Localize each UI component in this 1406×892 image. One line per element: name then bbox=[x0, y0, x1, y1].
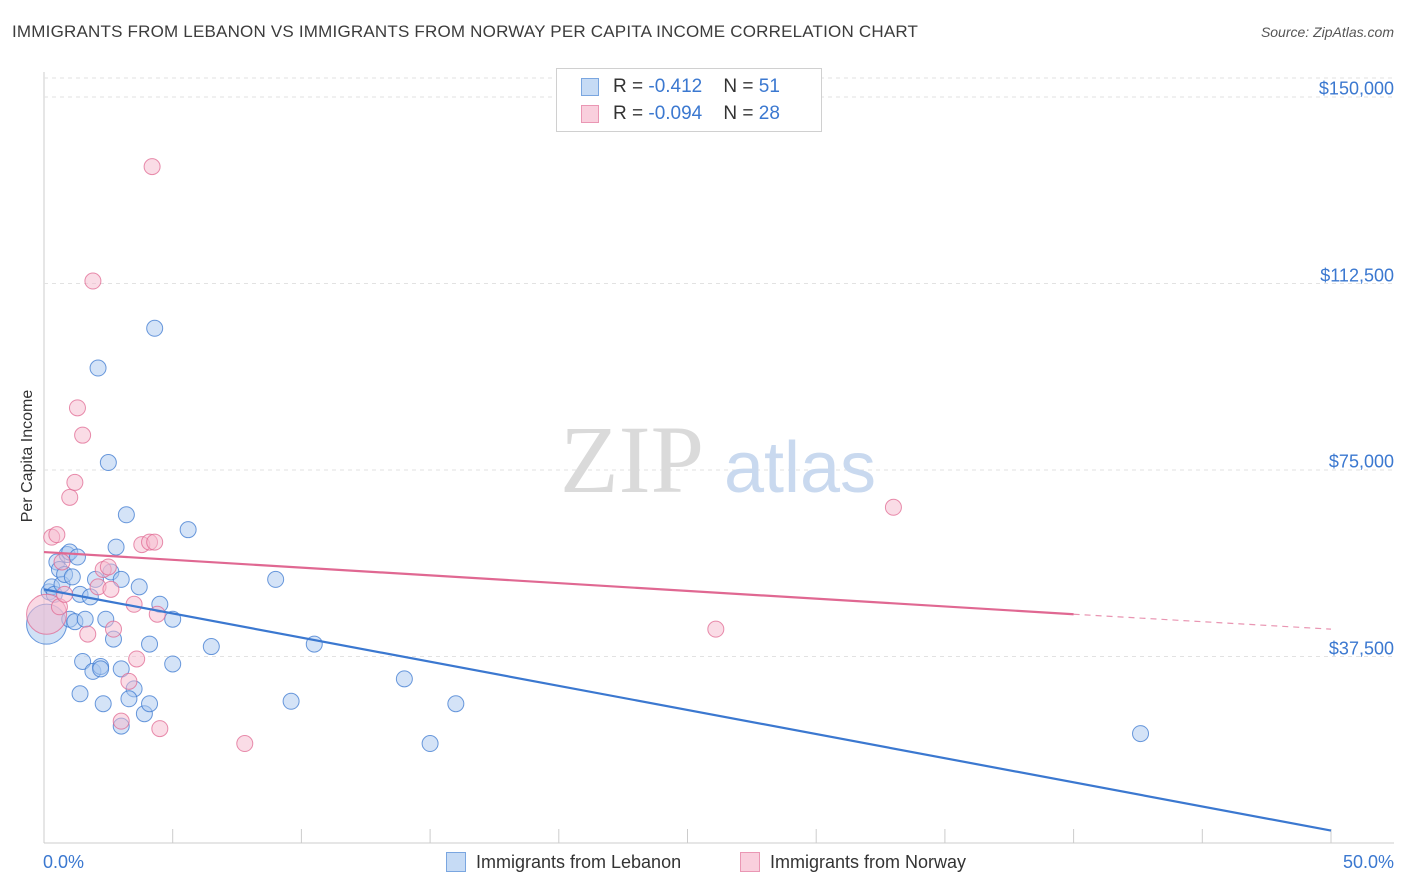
lebanon-point-42 bbox=[141, 695, 159, 713]
lebanon-point-49 bbox=[395, 670, 413, 688]
norway-point-29 bbox=[884, 498, 902, 516]
norway-point-8 bbox=[68, 399, 86, 417]
norway-point-9 bbox=[74, 426, 92, 444]
y-tick-label-2: $112,500 bbox=[1320, 265, 1394, 285]
lebanon-point-52 bbox=[1132, 725, 1150, 743]
y-tick-label-0: $37,500 bbox=[1328, 638, 1394, 658]
norway-point-7 bbox=[66, 473, 84, 491]
lebanon-point-23 bbox=[94, 695, 112, 713]
lebanon-point-25 bbox=[99, 454, 117, 472]
lebanon-point-43 bbox=[164, 655, 182, 673]
norway-point-4 bbox=[53, 553, 71, 571]
watermark-zip: ZIP bbox=[560, 406, 704, 513]
norway-point-6 bbox=[61, 488, 79, 506]
trend-layer bbox=[43, 550, 1332, 832]
norway-point-11 bbox=[84, 272, 102, 290]
stats-legend: R = -0.412 N = 51 R = -0.094 N = 28 bbox=[556, 68, 822, 132]
norway-point-18 bbox=[120, 672, 138, 690]
legend-r-value: -0.094 bbox=[648, 103, 703, 124]
norway-point-23 bbox=[143, 158, 161, 176]
lebanon-point-31 bbox=[117, 506, 135, 524]
legend-n-value: 28 bbox=[758, 103, 780, 124]
lebanon-point-21 bbox=[89, 359, 107, 377]
watermark-atlas: atlas bbox=[724, 428, 876, 508]
lebanon-point-16 bbox=[76, 610, 94, 628]
lebanon-swatch bbox=[581, 78, 599, 96]
lebanon-point-30 bbox=[112, 570, 130, 588]
norway-point-24 bbox=[146, 533, 164, 551]
norway-point-20 bbox=[128, 650, 146, 668]
bottom-legend-norway: Immigrants from Norway bbox=[740, 852, 966, 873]
legend-n-label: N = bbox=[723, 103, 759, 124]
lebanon-point-51 bbox=[447, 695, 465, 713]
lebanon-point-38 bbox=[141, 635, 159, 653]
lebanon-point-17 bbox=[71, 685, 89, 703]
lebanon-point-34 bbox=[130, 578, 148, 596]
bottom-legend-lebanon: Immigrants from Lebanon bbox=[446, 852, 681, 873]
lebanon-point-36 bbox=[120, 690, 138, 708]
norway-legend-swatch bbox=[740, 852, 760, 872]
lebanon-point-50 bbox=[421, 735, 439, 753]
lebanon-point-29 bbox=[92, 660, 110, 678]
lebanon-trend-line bbox=[43, 588, 1332, 832]
lebanon-legend-label: Immigrants from Lebanon bbox=[476, 852, 682, 872]
norway-point-15 bbox=[104, 620, 122, 638]
legend-n-value: 51 bbox=[758, 76, 780, 97]
legend-r-label: R = bbox=[613, 76, 649, 97]
lebanon-legend-swatch bbox=[446, 852, 466, 872]
norway-trend-extension bbox=[1073, 613, 1332, 630]
y-tick-label-1: $75,000 bbox=[1328, 451, 1394, 472]
norway-point-26 bbox=[151, 720, 169, 738]
legend-r-value: -0.412 bbox=[648, 76, 703, 97]
lebanon-point-46 bbox=[267, 570, 285, 588]
y-tick-label-3: $150,000 bbox=[1318, 78, 1394, 99]
norway-point-14 bbox=[99, 558, 117, 576]
legend-r-label: R = bbox=[613, 103, 649, 124]
norway-trend-line bbox=[43, 550, 1074, 616]
lebanon-point-13 bbox=[68, 548, 86, 566]
lebanon-point-15 bbox=[74, 652, 92, 670]
lebanon-point-44 bbox=[179, 521, 197, 539]
x-tick-label-min: 0.0% bbox=[43, 852, 85, 872]
norway-point-17 bbox=[112, 712, 130, 730]
norway-point-28 bbox=[707, 620, 725, 638]
points-layer bbox=[26, 158, 1150, 753]
lebanon-point-32 bbox=[112, 660, 130, 678]
norway-point-10 bbox=[79, 625, 97, 643]
chart-source: Source: ZipAtlas.com bbox=[1260, 24, 1394, 40]
x-tick-label-max: 50.0% bbox=[1342, 852, 1394, 872]
norway-point-27 bbox=[236, 735, 254, 753]
lebanon-point-28 bbox=[107, 538, 125, 556]
norway-legend-label: Immigrants from Norway bbox=[770, 852, 967, 872]
legend-n-label: N = bbox=[723, 76, 759, 97]
norway-point-16 bbox=[102, 580, 120, 598]
grid-layer bbox=[43, 72, 1394, 844]
lebanon-point-45 bbox=[202, 638, 220, 656]
chart-title: IMMIGRANTS FROM LEBANON VS IMMIGRANTS FR… bbox=[12, 22, 919, 41]
lebanon-point-10 bbox=[63, 568, 81, 586]
norway-swatch bbox=[581, 105, 599, 123]
norway-point-2 bbox=[48, 526, 66, 544]
lebanon-point-47 bbox=[282, 692, 300, 710]
lebanon-point-39 bbox=[146, 319, 164, 337]
